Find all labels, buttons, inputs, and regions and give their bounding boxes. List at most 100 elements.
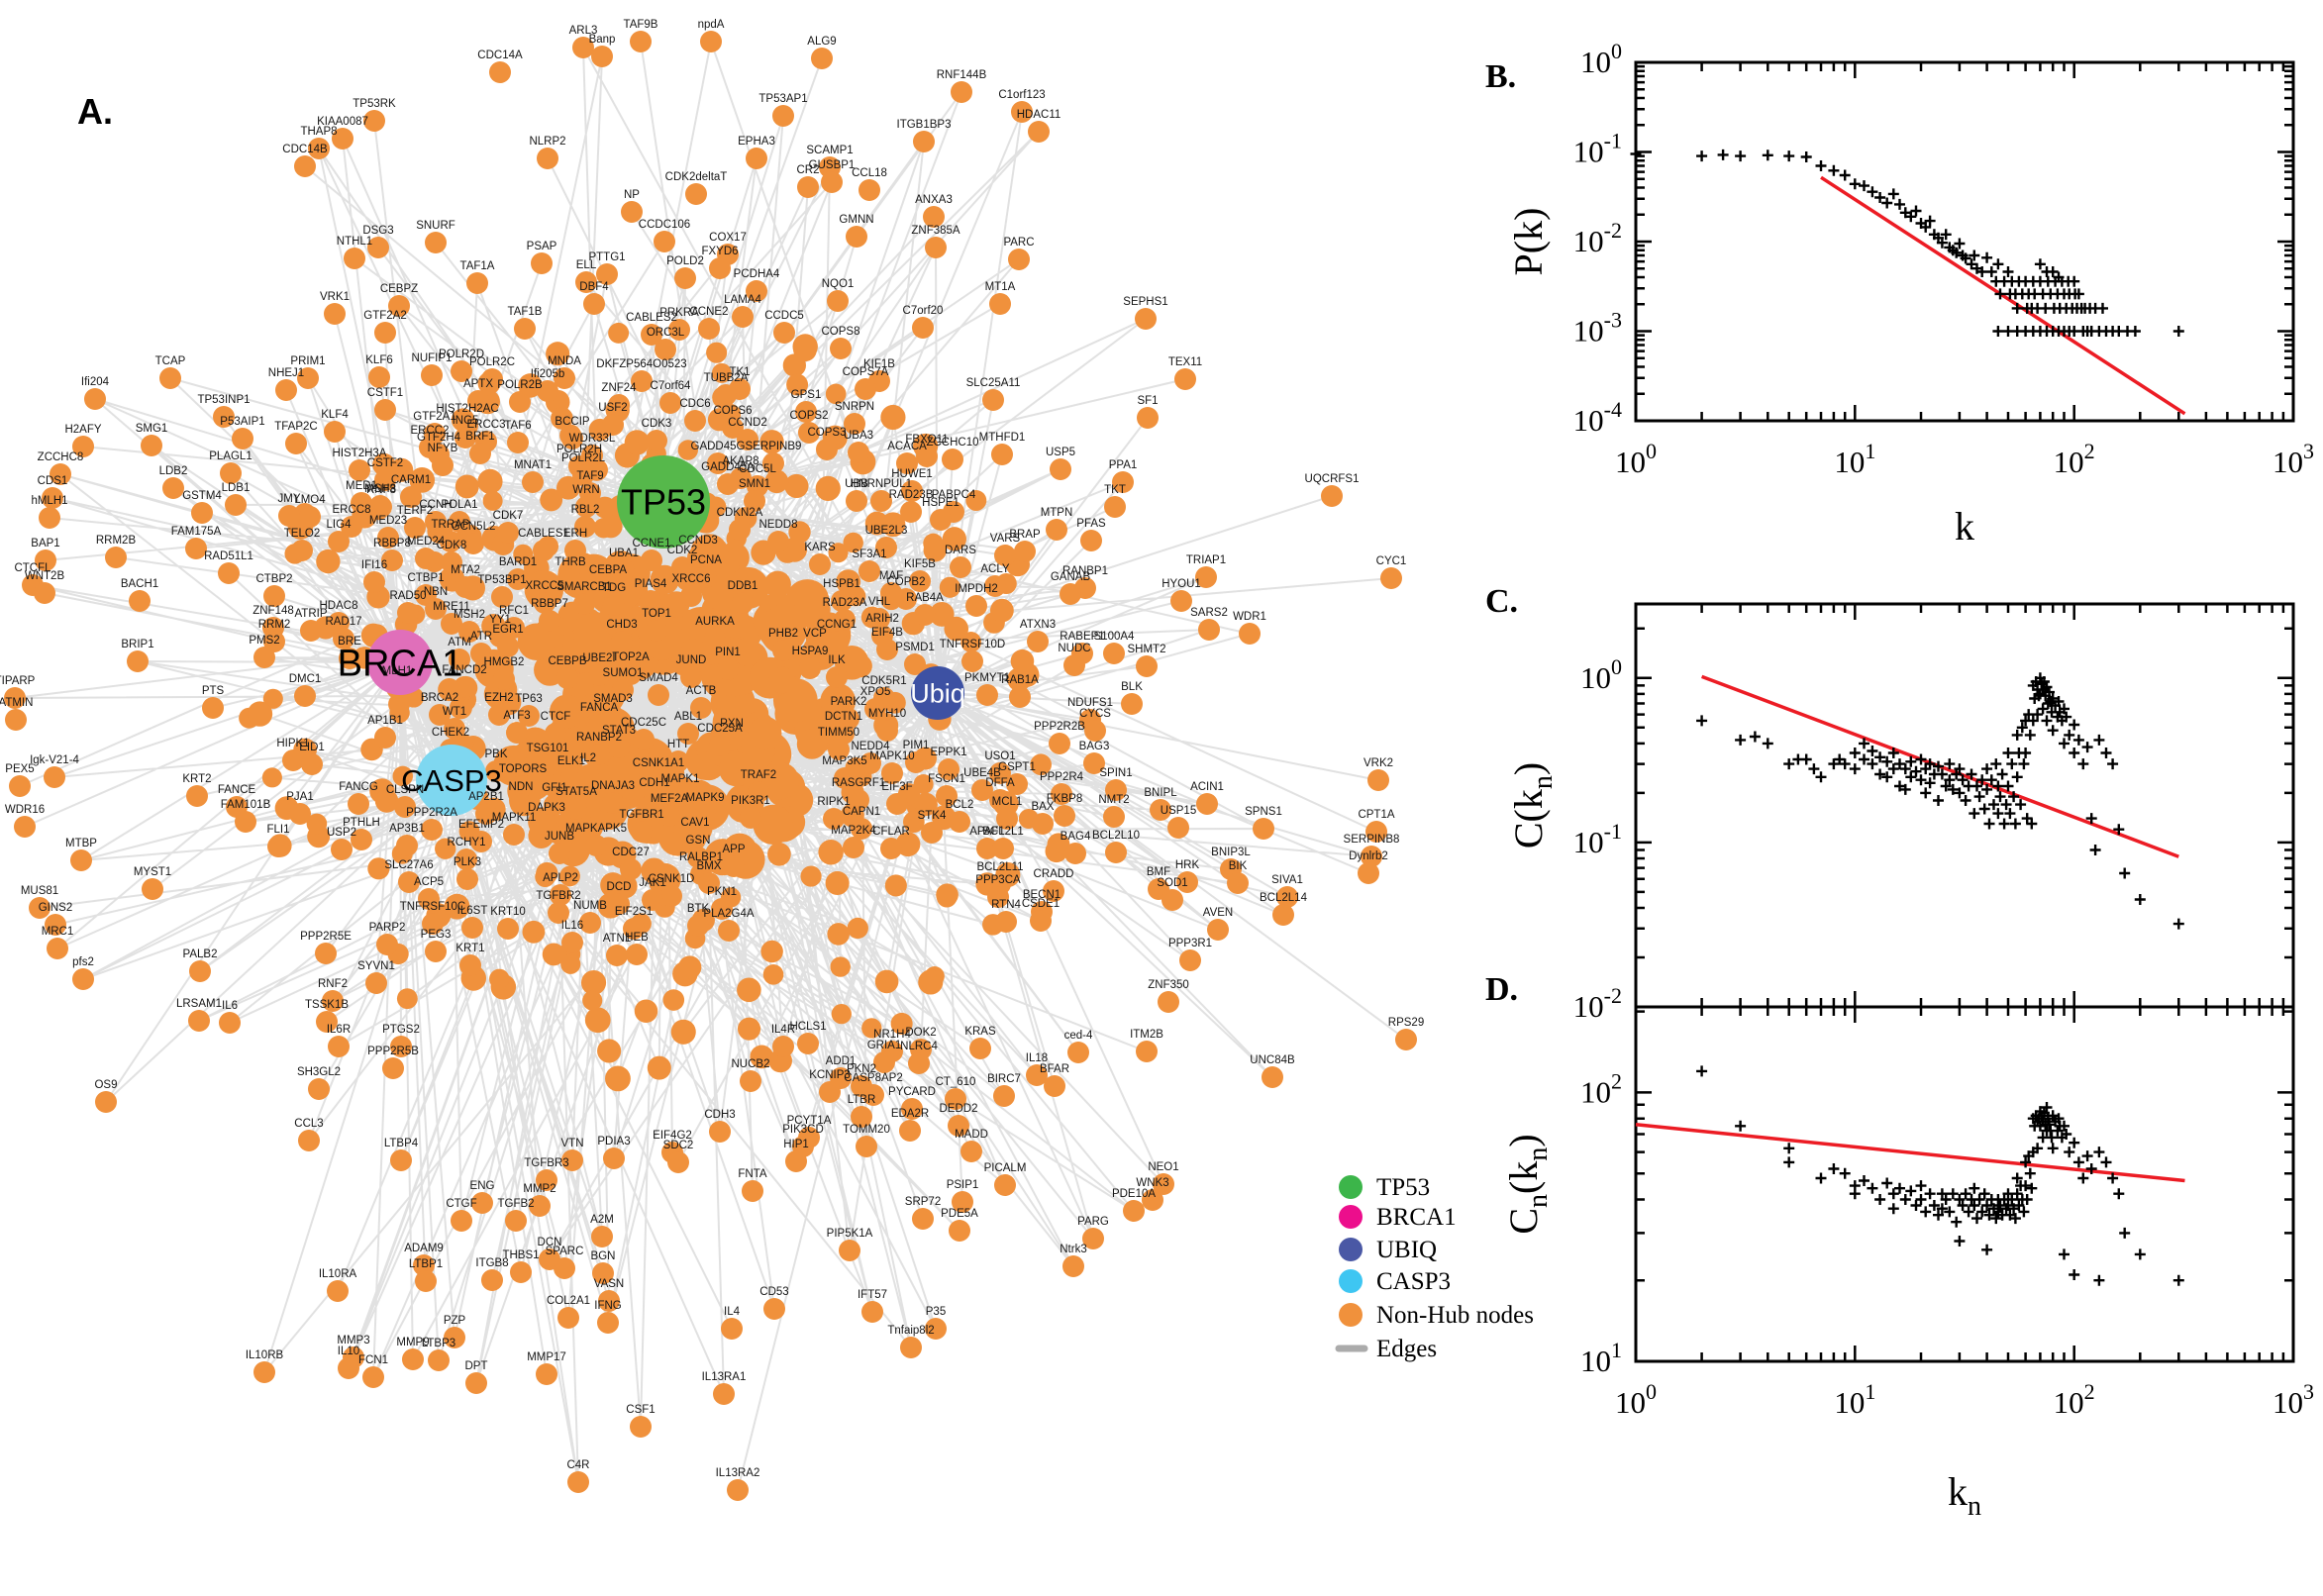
node-label: CDC5L <box>739 463 776 475</box>
node-label: FLI1 <box>266 824 289 836</box>
node-label: PLA2G4A <box>703 908 754 920</box>
scatter-points <box>1630 149 2184 337</box>
network-node <box>546 342 570 366</box>
node-label: ELL <box>576 259 597 271</box>
node-label: PDIA3 <box>597 1136 630 1147</box>
node-label: WDR33L <box>569 433 616 445</box>
network-node <box>834 609 856 631</box>
node-label: GADD45G <box>691 441 746 452</box>
network-node <box>819 1081 841 1103</box>
network-node <box>936 785 958 807</box>
node-label: MTA2 <box>451 564 480 576</box>
node-label: RAB4A <box>906 592 944 604</box>
network-node <box>961 650 983 672</box>
network-node <box>951 81 972 103</box>
node-label: STK4 <box>918 810 947 822</box>
node-label: CTCFL <box>14 562 51 574</box>
network-node <box>449 511 470 533</box>
network-node <box>44 766 65 788</box>
network-node <box>381 549 403 571</box>
network-node <box>583 293 605 315</box>
node-label: CHEK2 <box>432 727 469 739</box>
node-label: P53AIP1 <box>220 416 264 428</box>
node-label: VRK2 <box>1364 757 1393 769</box>
node-label: CCNE1 <box>633 538 671 549</box>
network-node <box>510 1261 532 1283</box>
node-label: POLR2B <box>497 379 543 391</box>
node-label: TAF1B <box>508 306 543 318</box>
network-node <box>913 131 935 152</box>
node-label: PPP2R2B <box>1034 721 1085 733</box>
network-node <box>577 764 599 786</box>
node-label: PARP2 <box>369 922 406 934</box>
network-node <box>621 201 643 223</box>
network-node <box>507 568 529 590</box>
network-node <box>711 362 732 383</box>
node-label: FBXO11 <box>905 434 948 446</box>
network-node <box>599 515 623 539</box>
network-node <box>584 1007 611 1034</box>
network-node <box>784 473 809 499</box>
node-label: RAD23B <box>889 489 934 501</box>
network-node <box>263 585 285 607</box>
node-label: C7orf64 <box>651 380 692 392</box>
network-node <box>624 430 650 455</box>
network-node <box>717 473 739 495</box>
network-node <box>690 697 712 719</box>
node-label: XPO5 <box>860 686 891 698</box>
node-label: NEDD4 <box>852 741 891 752</box>
network-node <box>900 1337 922 1358</box>
node-label: SOD1 <box>1157 877 1187 889</box>
node-label: C1orf123 <box>998 89 1045 101</box>
network-node <box>1067 1042 1089 1063</box>
network-node <box>839 1240 860 1261</box>
node-label: XRCC6 <box>672 573 711 585</box>
legend: TP53 BRCA1 UBIQ CASP3 Non-Hub nodes Edges <box>1335 1174 1534 1362</box>
node-label: ATMIN <box>0 697 33 709</box>
network-node <box>976 838 998 859</box>
node-label: APTX <box>463 378 493 390</box>
network-node <box>127 650 149 672</box>
node-label: RAB1A <box>1001 674 1039 686</box>
network-node <box>828 739 850 760</box>
node-label: GTF2H4 <box>417 432 461 444</box>
network-node <box>72 436 94 457</box>
network-node <box>219 1012 241 1034</box>
node-label: ORC3L <box>647 327 685 339</box>
network-node <box>377 527 399 549</box>
network-node <box>544 794 565 816</box>
network-node <box>597 1312 619 1334</box>
network-node <box>711 898 733 920</box>
node-label: YY1 <box>489 614 511 626</box>
node-label: VRK1 <box>320 291 350 303</box>
node-label: BCL2L1 <box>982 826 1024 838</box>
node-label: CEBPA <box>589 564 627 576</box>
node-label: TUBB2A <box>704 372 749 384</box>
network-node <box>768 666 796 694</box>
network-node <box>1032 813 1054 835</box>
network-node <box>428 1349 450 1371</box>
node-label: IL13RA1 <box>702 1371 747 1383</box>
node-label: PALB2 <box>183 948 218 960</box>
node-label: C4R <box>566 1459 589 1471</box>
node-label: JMY <box>278 493 301 505</box>
node-label: SRP72 <box>905 1196 941 1208</box>
node-label: PRKRA <box>659 307 699 319</box>
network-node <box>874 969 899 994</box>
network-node <box>644 789 665 811</box>
node-label: SLC27A6 <box>384 859 433 871</box>
network-node <box>923 206 945 228</box>
network-node <box>620 858 642 880</box>
node-label: HIST2H2AC <box>436 403 498 415</box>
network-node <box>475 803 497 825</box>
node-label: COPS2 <box>790 410 829 422</box>
node-label: ATM <box>448 637 470 648</box>
network-node <box>633 729 655 750</box>
node-label: EFEMP2 <box>458 819 504 831</box>
node-label: PSIP1 <box>947 1179 979 1191</box>
network-node <box>773 322 795 344</box>
network-node <box>880 404 906 431</box>
node-label: NUDC <box>1058 643 1090 654</box>
node-label: KIF1B <box>863 358 895 370</box>
node-label: CDKN2A <box>717 507 763 519</box>
